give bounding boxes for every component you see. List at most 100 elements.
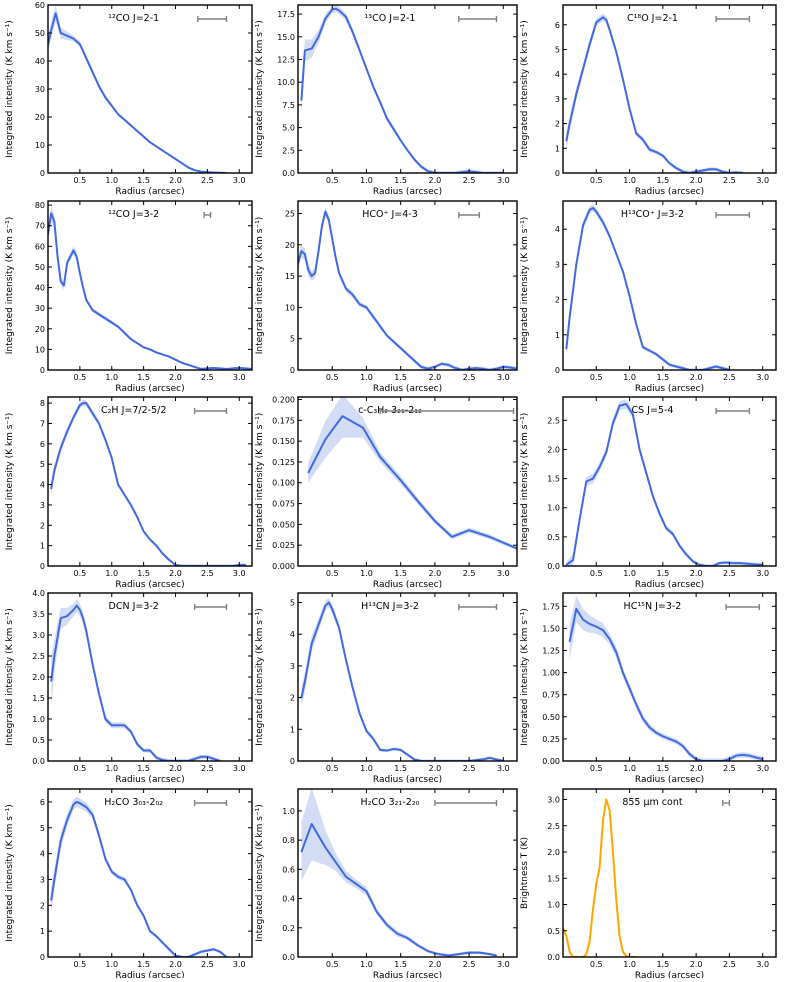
data-point — [168, 154, 170, 156]
data-point — [722, 367, 724, 369]
x-axis-label: Radius (arcsec) — [635, 775, 704, 785]
beam-size-bar — [193, 800, 228, 806]
x-tick-label: 0.5 — [590, 373, 603, 382]
data-point — [406, 353, 409, 355]
data-point — [123, 332, 126, 334]
data-point — [372, 316, 374, 318]
x-tick-label: 2.0 — [690, 960, 703, 969]
x-tick-label: 1.5 — [394, 373, 407, 382]
beam-size-bar — [379, 408, 515, 414]
x-tick-label: 1.5 — [394, 764, 407, 773]
data-point — [338, 9, 340, 12]
y-tick-label: 0 — [555, 366, 560, 375]
y-tick-label: 5 — [40, 824, 45, 833]
x-tick-label: 2.5 — [463, 764, 476, 773]
x-tick-label: 1.5 — [137, 373, 150, 382]
data-point — [130, 338, 132, 340]
data-point — [447, 364, 450, 366]
data-point — [136, 130, 138, 132]
panel-title: HCO⁺ J=4-3 — [362, 209, 418, 220]
data-point — [352, 294, 354, 296]
panel-5: 0.5 1.0 1.5 2.0 2.5 3.0 0 5 10 15 20 25 Radius (arcs… — [255, 200, 518, 394]
data-point — [413, 360, 415, 362]
x-tick-label: 2.5 — [723, 373, 736, 382]
data-point — [589, 209, 591, 211]
panel-title: H₂CO 3₀₃-2₀₂ — [104, 797, 163, 808]
data-point — [427, 950, 429, 952]
x-tick-label: 3.0 — [497, 176, 510, 185]
data-point — [595, 626, 597, 628]
error-band — [301, 597, 504, 761]
data-point — [181, 162, 183, 164]
y-tick-label: 0.0 — [282, 953, 295, 962]
data-point — [66, 262, 68, 264]
y-axis-label: Integrated intensity (K km s⁻¹) — [520, 413, 530, 551]
data-point — [187, 166, 189, 168]
y-tick-label: 0.025 — [272, 541, 295, 550]
y-tick-label: 0 — [40, 366, 45, 375]
x-tick-label: 1.0 — [360, 176, 373, 185]
error-band — [48, 5, 227, 173]
x-tick-label: 3.0 — [233, 373, 246, 382]
data-point — [117, 876, 119, 878]
x-tick-label: 1.0 — [105, 176, 118, 185]
data-point — [60, 447, 62, 449]
y-tick-label: 0.050 — [272, 520, 295, 529]
series-line — [565, 402, 763, 566]
data-point — [300, 851, 303, 853]
y-tick-label: 0.0 — [547, 562, 560, 571]
y-axis-label: Integrated intensity (K km s⁻¹) — [520, 20, 530, 158]
y-axis-label: Integrated intensity (K km s⁻¹) — [255, 413, 265, 551]
data-point — [352, 31, 354, 33]
data-point — [338, 272, 340, 274]
data-point — [569, 951, 571, 953]
beam-size-bar — [715, 408, 751, 414]
data-point — [489, 536, 491, 538]
plot-area — [300, 597, 504, 761]
y-tick-label: 1.5 — [547, 874, 560, 883]
data-point — [372, 86, 374, 88]
panel-title: C¹⁸O J=2-1 — [627, 13, 678, 24]
data-point — [53, 878, 55, 881]
data-point — [618, 405, 621, 407]
y-axis-label: Integrated intensity (K km s⁻¹) — [520, 608, 530, 746]
x-tick-label: 2.0 — [169, 176, 182, 185]
data-point — [393, 128, 395, 131]
y-tick-label: 4 — [555, 70, 560, 79]
data-point — [612, 851, 614, 853]
beam-size-bar — [722, 800, 731, 806]
data-point — [632, 413, 634, 416]
x-axis-label: Radius (arcsec) — [373, 971, 442, 978]
data-point — [735, 755, 737, 757]
series-line — [48, 212, 252, 370]
data-point — [742, 754, 744, 756]
data-point — [682, 171, 684, 173]
panel-2: 0.5 1.0 1.5 2.0 2.5 3.0 0.0 2.5 5.0 7.5 10.0 12.5 15… — [255, 4, 518, 197]
error-band — [51, 400, 246, 566]
y-tick-label: 2 — [290, 694, 295, 703]
plot-area — [48, 205, 252, 370]
data-point — [662, 155, 664, 157]
x-tick-label: 0.5 — [326, 960, 339, 969]
data-point — [149, 538, 151, 541]
plot-area — [565, 204, 731, 370]
data-point — [615, 651, 617, 653]
y-axis-label: Integrated intensity (K km s⁻¹) — [255, 608, 265, 746]
data-point — [413, 758, 415, 761]
data-point — [715, 168, 717, 170]
panel-11: 0.5 1.0 1.5 2.0 2.5 3.0 0 1 2 3 4 5 Radius (arcsec) I… — [255, 592, 518, 785]
data-point — [738, 562, 740, 564]
y-tick-label: 0.6 — [282, 865, 295, 874]
data-point — [376, 911, 378, 913]
y-tick-label: 6 — [40, 798, 45, 807]
data-point — [682, 745, 684, 747]
x-tick-label: 0.5 — [74, 569, 87, 578]
x-tick-label: 0.5 — [590, 569, 603, 578]
data-point — [104, 858, 106, 860]
data-point — [117, 483, 119, 486]
panel-15: 0.5 1.0 1.5 2.0 2.5 3.0 0.0 0.5 1.0 1.5 2.0 2.5 3.0 R… — [520, 788, 777, 981]
beam-size-bar — [193, 408, 228, 414]
data-point — [589, 43, 591, 46]
data-point — [200, 368, 202, 370]
data-point — [675, 365, 677, 368]
